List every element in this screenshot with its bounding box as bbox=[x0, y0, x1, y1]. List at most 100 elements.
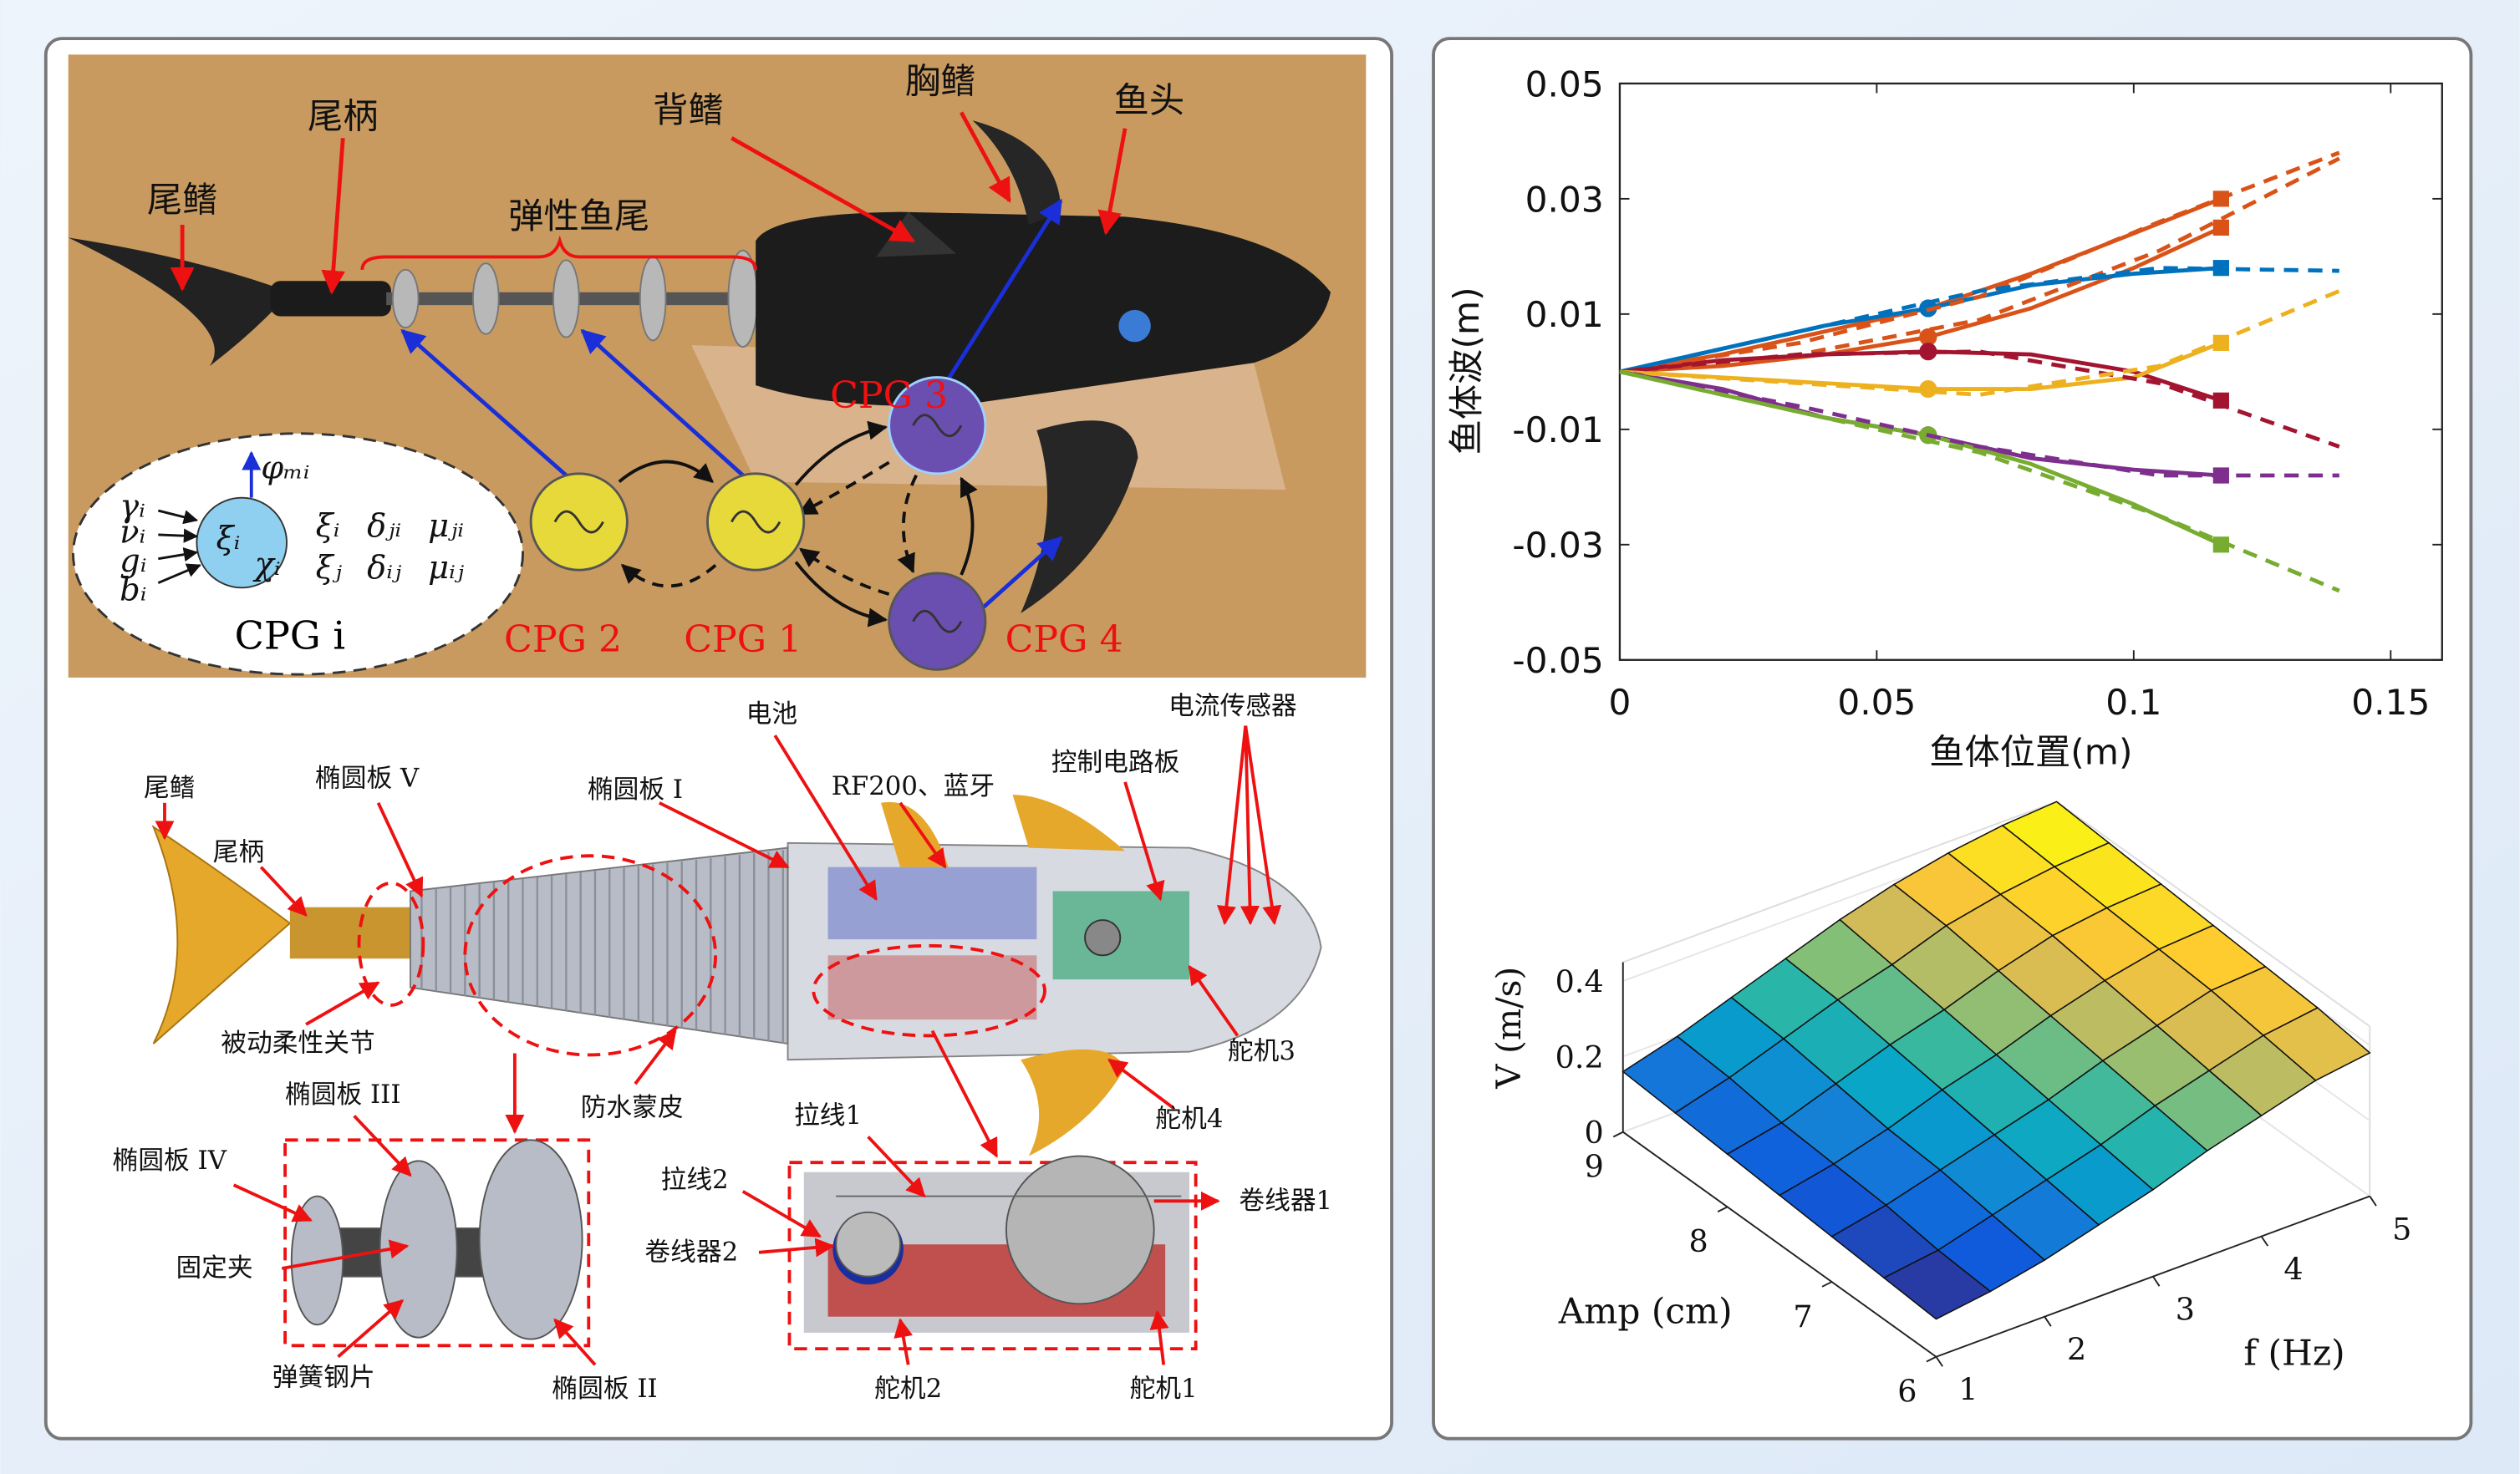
marker bbox=[2212, 536, 2229, 553]
cad-label: 椭圆板 V bbox=[315, 764, 420, 794]
symbol: bᵢ bbox=[120, 572, 146, 609]
marker bbox=[2212, 219, 2229, 236]
series-line bbox=[1619, 349, 2340, 449]
cad-dashed bbox=[283, 854, 1198, 1351]
cpg-label: CPG 4 bbox=[1005, 618, 1123, 661]
photo: 尾鳍 尾柄 弹性鱼尾 背鳍 胸鳍 鱼头 CPG 2 CPG 1 CPG 3 CP… bbox=[68, 54, 1367, 678]
cad-spool bbox=[1084, 919, 1122, 957]
x-tick bbox=[2152, 1276, 2161, 1287]
x-tick bbox=[2260, 1236, 2269, 1247]
cad-label: 尾鳍 bbox=[144, 773, 195, 803]
symbol: δᵢⱼ bbox=[367, 549, 402, 587]
cad-peduncle bbox=[289, 907, 419, 959]
cad-label: 电池 bbox=[746, 699, 797, 729]
symbol: χᵢ bbox=[252, 546, 281, 583]
marker bbox=[1919, 379, 1937, 399]
x-axis-label: f (Hz) bbox=[2243, 1332, 2344, 1373]
cad-label: 椭圆板 IV bbox=[113, 1146, 227, 1176]
y-tick bbox=[1717, 1206, 1728, 1213]
cad-arrows bbox=[155, 725, 1282, 1366]
cad-spool-detail bbox=[803, 1155, 1189, 1333]
peduncle bbox=[270, 281, 391, 317]
fish-body bbox=[756, 211, 1331, 406]
y-axis bbox=[1622, 1131, 1937, 1358]
caudal-fin bbox=[68, 237, 290, 367]
symbol: ξⱼ bbox=[316, 549, 343, 587]
surface-cell bbox=[1882, 1249, 1992, 1320]
cad-label: 拉线1 bbox=[794, 1100, 862, 1131]
z-tick-label: 0 bbox=[1584, 1115, 1603, 1151]
cad-servo bbox=[827, 955, 1037, 1020]
cad-label: 舵机3 bbox=[1228, 1036, 1296, 1066]
label: 尾柄 bbox=[308, 96, 379, 137]
cad-label: 弹簧钢片 bbox=[272, 1362, 375, 1392]
symbol: ξᵢ bbox=[316, 507, 340, 545]
x-tick bbox=[2044, 1316, 2052, 1327]
lower-fin bbox=[1021, 420, 1138, 614]
cad-tail-fin bbox=[151, 825, 292, 1045]
cad-label: 固定夹 bbox=[176, 1253, 252, 1283]
y-tick bbox=[1926, 1355, 1937, 1363]
pectoral-fin bbox=[972, 120, 1061, 226]
cad-fin bbox=[1012, 795, 1126, 851]
y-tick-label: 8 bbox=[1688, 1223, 1708, 1259]
label: 背鳍 bbox=[653, 89, 724, 130]
x-tick bbox=[1935, 1356, 1943, 1367]
marker bbox=[1919, 328, 1937, 347]
cad-ribs bbox=[420, 850, 784, 1044]
series-line bbox=[1619, 289, 2340, 397]
z-tick-label: 0.4 bbox=[1555, 964, 1604, 1000]
marker bbox=[1919, 343, 1937, 361]
brace bbox=[360, 235, 758, 271]
cad-label: 拉线2 bbox=[661, 1165, 729, 1195]
series-line bbox=[1619, 266, 2339, 374]
cad-label: 舵机4 bbox=[1155, 1104, 1223, 1134]
cad-label: 尾柄 bbox=[213, 837, 264, 867]
line-chart: 0 0.05 0.1 0.15 0.05 0.03 0.01 -0.01 -0.03 -0.05 鱼… bbox=[1446, 64, 2443, 773]
cad-disc-detail bbox=[290, 1139, 583, 1340]
box-line bbox=[1622, 801, 2057, 963]
discs bbox=[391, 249, 759, 348]
y-tick bbox=[1612, 1131, 1624, 1138]
cad-label: 卷线器2 bbox=[644, 1237, 738, 1267]
y-tick-label: 7 bbox=[1793, 1299, 1812, 1334]
series-line bbox=[1619, 369, 2340, 593]
z-axis-label: V (m/s) bbox=[1489, 967, 1529, 1090]
blue-arrows bbox=[400, 198, 1063, 609]
cpg-label: CPG 2 bbox=[504, 618, 622, 661]
box-line bbox=[2056, 801, 2370, 1028]
label: 胸鳍 bbox=[905, 60, 976, 101]
y-axis-label: 鱼体波(m) bbox=[1446, 287, 1487, 455]
coupling-arrows bbox=[618, 420, 978, 628]
cad-label: 椭圆板 I bbox=[588, 775, 683, 805]
symbol: νᵢ bbox=[120, 513, 145, 551]
x-tick bbox=[2369, 1196, 2377, 1207]
symbol: γᵢ bbox=[120, 488, 145, 526]
cad-label: 被动柔性关节 bbox=[221, 1029, 374, 1059]
y-axis-label: Amp (cm) bbox=[1558, 1290, 1733, 1331]
x-tick-label: 0.05 bbox=[1837, 682, 1916, 723]
y-tick-label: -0.05 bbox=[1512, 640, 1603, 681]
symbol: δⱼᵢ bbox=[367, 507, 401, 545]
model-inset bbox=[72, 432, 524, 676]
y-tick-label: 0.03 bbox=[1525, 179, 1604, 220]
symbol: gᵢ bbox=[120, 542, 146, 580]
red-arrows bbox=[170, 111, 1128, 295]
x-tick-label: 0.15 bbox=[2351, 682, 2430, 723]
x-tick-label: 0.1 bbox=[2105, 682, 2161, 723]
cpg-label: CPG 1 bbox=[684, 618, 802, 661]
y-tick-label: -0.01 bbox=[1512, 409, 1603, 450]
x-tick-label: 4 bbox=[2283, 1251, 2303, 1287]
button bbox=[1118, 309, 1151, 343]
cad-label: 卷线器1 bbox=[1239, 1186, 1332, 1216]
y-tick-label: 6 bbox=[1897, 1374, 1917, 1410]
y-tick-label: 0.01 bbox=[1525, 294, 1604, 335]
x-tick-label: 2 bbox=[2067, 1332, 2086, 1368]
symbol: μᵢⱼ bbox=[428, 549, 465, 587]
cpg-waves bbox=[553, 414, 963, 633]
x-axis-label: 鱼体位置(m) bbox=[1929, 732, 2132, 773]
input-arrows bbox=[157, 509, 201, 584]
y-tick-label: 9 bbox=[1585, 1149, 1604, 1185]
